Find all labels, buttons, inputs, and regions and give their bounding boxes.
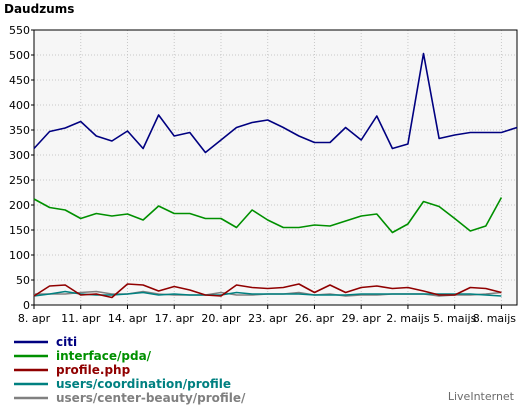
x-tick-label: 17. apr (155, 312, 195, 325)
series-line-0 (33, 52, 518, 154)
x-tick-label: 11. apr (61, 312, 101, 325)
y-tick-label: 550 (9, 24, 30, 37)
y-tick-label: 300 (9, 149, 30, 162)
x-tick-label: 26. apr (295, 312, 335, 325)
grid (34, 29, 517, 306)
x-axis: 8. apr 11. apr 14. apr 17. apr 20. apr 23. ap… (18, 305, 516, 325)
series-line-3 (33, 290, 502, 297)
plot-area (34, 30, 517, 305)
series-line-1 (33, 197, 503, 234)
legend: citiinterface/pda/profile.phpusers/coord… (14, 335, 246, 405)
y-tick-label: 350 (9, 124, 30, 137)
x-tick-label: 8. maijs (473, 312, 517, 325)
y-tick-label: 100 (9, 249, 30, 262)
series-lines (33, 52, 518, 299)
x-tick-label: 20. apr (201, 312, 241, 325)
series-line-2 (33, 283, 502, 299)
y-axis: 0 50 100 150 200 250 300 350 400 450 500 550 (9, 24, 34, 312)
x-tick-label: 29. apr (342, 312, 382, 325)
y-tick-label: 150 (9, 224, 30, 237)
x-tick-label: 2. maijs (386, 312, 430, 325)
legend-label: users/coordination/profile (56, 377, 231, 391)
x-tick-label: 14. apr (108, 312, 148, 325)
y-tick-label: 500 (9, 49, 30, 62)
y-tick-label: 50 (16, 274, 30, 287)
legend-label: users/center-beauty/profile/ (56, 391, 246, 405)
branding-liveinternet: LiveInternet (448, 390, 515, 403)
plot-frame (33, 29, 518, 306)
legend-label: profile.php (56, 363, 131, 377)
x-tick-label: 5. maijs (433, 312, 477, 325)
y-tick-label: 200 (9, 199, 30, 212)
y-tick-label: 250 (9, 174, 30, 187)
x-tick-label: 23. apr (248, 312, 288, 325)
legend-label: citi (56, 335, 77, 349)
chart-title: Daudzums (4, 2, 74, 16)
legend-label: interface/pda/ (56, 349, 152, 363)
y-tick-label: 450 (9, 74, 30, 87)
y-tick-label: 400 (9, 99, 30, 112)
y-tick-label: 0 (23, 299, 30, 312)
x-tick-label: 8. apr (18, 312, 51, 325)
